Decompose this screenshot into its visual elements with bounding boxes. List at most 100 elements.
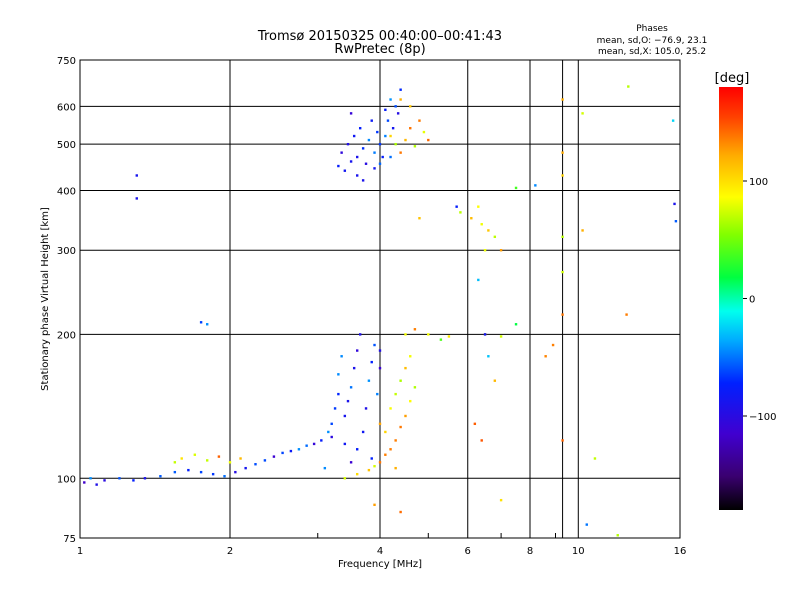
echo-point <box>337 392 340 396</box>
echo-point <box>349 160 353 163</box>
echo-point <box>561 98 564 101</box>
echo-point <box>159 475 162 478</box>
echo-point <box>389 448 392 451</box>
echo-point <box>352 366 356 370</box>
echo-point <box>499 335 503 338</box>
echo-point <box>205 323 209 326</box>
echo-point <box>103 479 106 482</box>
echo-point <box>320 439 323 442</box>
echo-point <box>399 379 402 382</box>
echo-point <box>399 88 402 91</box>
echo-point <box>376 130 379 134</box>
echo-point <box>373 151 376 154</box>
echo-point <box>355 155 359 159</box>
echo-point <box>343 169 347 172</box>
y-tick-label: 400 <box>57 186 76 197</box>
echo-point <box>205 459 209 462</box>
legend-x-mode: mean, sd,X: 105.0, 25.2 <box>598 47 706 57</box>
echo-point <box>413 386 417 389</box>
echo-point <box>355 174 359 177</box>
y-tick-label: 500 <box>57 140 76 151</box>
echo-point <box>180 457 183 460</box>
echo-point <box>378 142 382 146</box>
echo-point <box>239 457 242 460</box>
echo-point <box>361 147 365 150</box>
echo-point <box>581 112 584 115</box>
echo-point <box>404 414 407 418</box>
echo-point <box>399 151 402 154</box>
echo-point <box>346 399 350 403</box>
echo-point <box>343 414 347 418</box>
echo-point <box>386 119 390 122</box>
echo-point <box>305 444 308 447</box>
echo-point <box>561 270 564 274</box>
echo-point <box>343 477 347 480</box>
echo-point <box>413 145 417 148</box>
echo-point <box>551 343 555 347</box>
echo-point <box>384 108 387 112</box>
echo-point <box>389 98 392 101</box>
echo-point <box>418 119 421 122</box>
y-tick-label: 300 <box>57 246 76 257</box>
echo-point <box>561 151 564 154</box>
echo-point <box>355 448 359 451</box>
echo-point <box>234 470 237 474</box>
echo-point <box>355 472 359 476</box>
echo-point <box>561 235 564 239</box>
y-tick-label: 100 <box>57 474 76 485</box>
echo-point <box>330 435 333 439</box>
echo-point <box>373 167 376 170</box>
y-tick-label: 75 <box>63 534 76 545</box>
echo-point <box>263 459 267 462</box>
echo-point <box>228 461 232 464</box>
echo-point <box>477 205 480 208</box>
colorbar-tick-label: 0 <box>749 295 755 306</box>
echo-point <box>480 223 483 226</box>
data-points <box>83 85 678 537</box>
echo-point <box>671 119 675 122</box>
x-axis-label: Frequency [MHz] <box>338 559 422 570</box>
echo-point <box>413 328 417 331</box>
echo-point <box>349 112 353 115</box>
echo-point <box>333 407 337 410</box>
echo-point <box>483 333 487 336</box>
echo-point <box>447 335 451 338</box>
echo-point <box>427 138 430 142</box>
echo-point <box>394 439 397 442</box>
echo-point <box>378 162 382 165</box>
echo-point <box>422 130 426 134</box>
echo-point <box>394 466 397 470</box>
y-tick-label: 600 <box>57 102 76 113</box>
echo-point <box>389 407 392 410</box>
echo-point <box>389 134 392 138</box>
y-axis-label: Stationary phase Virtual Height [km] <box>40 207 51 391</box>
echo-point <box>399 98 402 101</box>
echo-point <box>223 475 226 478</box>
echo-point <box>217 455 221 458</box>
echo-point <box>473 422 477 426</box>
echo-point <box>477 278 480 282</box>
echo-point <box>394 392 397 396</box>
echo-point <box>367 468 371 472</box>
echo-point <box>459 211 462 214</box>
echo-point <box>391 126 395 130</box>
echo-point <box>399 425 402 429</box>
colorbar-tick-label: −100 <box>749 412 776 423</box>
echo-point <box>199 321 203 324</box>
echo-point <box>396 112 400 115</box>
colorbar <box>719 87 743 510</box>
echo-point <box>297 448 301 451</box>
echo-point <box>674 220 678 223</box>
echo-point <box>187 468 190 472</box>
echo-point <box>337 164 340 168</box>
x-tick-label: 2 <box>227 546 233 557</box>
plot-frame <box>79 59 681 539</box>
echo-point <box>404 333 407 336</box>
echo-point <box>343 442 347 446</box>
echo-point <box>327 430 330 434</box>
echo-point <box>193 453 197 456</box>
colorbar-ticks: 100 0 −100 <box>743 177 776 423</box>
echo-point <box>330 422 333 426</box>
echo-point <box>493 235 497 239</box>
grid-lines <box>80 60 680 538</box>
